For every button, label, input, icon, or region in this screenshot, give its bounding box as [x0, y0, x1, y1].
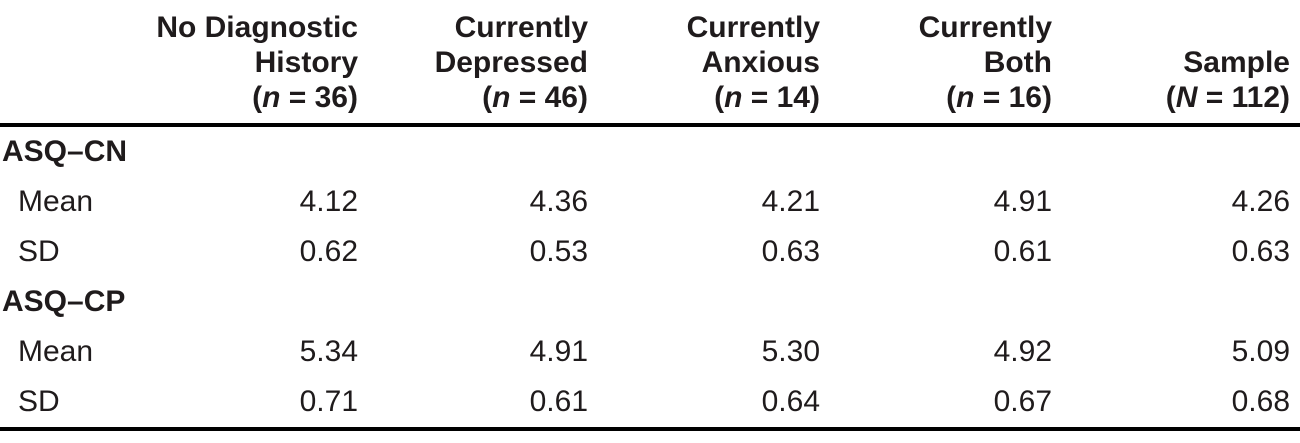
- stub-header: [0, 0, 120, 125]
- header-line: Currently: [918, 11, 1052, 44]
- column-header: Sample (N = 112): [1052, 0, 1300, 125]
- count-text: = 46): [510, 81, 588, 114]
- value-cell: 4.91: [993, 185, 1052, 218]
- value-cell: 0.61: [993, 235, 1052, 268]
- header-sample-size: (n = 46): [358, 80, 588, 115]
- header-sample-size: (n = 16): [820, 80, 1052, 115]
- column-header: Currently Both (n = 16): [820, 0, 1052, 125]
- value-cell: 0.67: [993, 385, 1052, 418]
- header-row: No Diagnostic History (n = 36) Currently Dep…: [0, 0, 1300, 125]
- header-line: Sample: [1183, 46, 1290, 79]
- count-text: (: [482, 81, 493, 114]
- section-label: ASQ–CP: [2, 285, 126, 318]
- row-label: SD: [18, 235, 60, 268]
- header-line: Depressed: [434, 46, 588, 79]
- value-cell: 4.36: [529, 185, 588, 218]
- count-text: = 14): [742, 81, 820, 114]
- data-row: Mean 4.12 4.36 4.21 4.91 4.26: [0, 177, 1300, 227]
- value-cell: 4.12: [299, 185, 358, 218]
- value-cell: 4.91: [529, 335, 588, 368]
- count-text: = 112): [1197, 81, 1290, 114]
- header-line: Anxious: [701, 46, 820, 79]
- header-sample-size: (N = 112): [1052, 80, 1290, 115]
- n-variable: n: [724, 81, 743, 114]
- count-text: (: [252, 81, 263, 114]
- n-variable: n: [492, 81, 511, 114]
- value-cell: 0.64: [761, 385, 820, 418]
- row-label: Mean: [18, 335, 94, 368]
- count-text: = 36): [280, 81, 358, 114]
- header-line: History: [254, 46, 358, 79]
- n-variable: N: [1175, 81, 1198, 114]
- value-cell: 0.62: [299, 235, 358, 268]
- value-cell: 0.63: [761, 235, 820, 268]
- n-variable: n: [262, 81, 281, 114]
- row-label: Mean: [18, 185, 94, 218]
- n-variable: n: [956, 81, 975, 114]
- header-line: Currently: [454, 11, 588, 44]
- header-line: Currently: [686, 11, 820, 44]
- column-header: No Diagnostic History (n = 36): [120, 0, 358, 125]
- table-body: ASQ–CN Mean 4.12 4.36 4.21 4.91 4.26 SD 0.62 0.53…: [0, 125, 1300, 429]
- count-text: (: [714, 81, 725, 114]
- count-text: = 16): [974, 81, 1052, 114]
- section-row: ASQ–CN: [0, 125, 1300, 177]
- row-label: SD: [18, 385, 60, 418]
- data-row: Mean 5.34 4.91 5.30 4.92 5.09: [0, 327, 1300, 377]
- column-header: Currently Depressed (n = 46): [358, 0, 588, 125]
- value-cell: 5.30: [761, 335, 820, 368]
- count-text: (: [946, 81, 957, 114]
- header-sample-size: (n = 14): [588, 80, 820, 115]
- header-sample-size: (n = 36): [120, 80, 358, 115]
- section-row: ASQ–CP: [0, 277, 1300, 327]
- value-cell: 0.61: [529, 385, 588, 418]
- section-label: ASQ–CN: [2, 135, 128, 168]
- stats-table: No Diagnostic History (n = 36) Currently Dep…: [0, 0, 1300, 431]
- value-cell: 0.68: [1231, 385, 1290, 418]
- value-cell: 5.09: [1231, 335, 1290, 368]
- table-header: No Diagnostic History (n = 36) Currently Dep…: [0, 0, 1300, 125]
- value-cell: 4.26: [1231, 185, 1290, 218]
- value-cell: 4.21: [761, 185, 820, 218]
- value-cell: 4.92: [993, 335, 1052, 368]
- value-cell: 0.63: [1231, 235, 1290, 268]
- data-row: SD 0.62 0.53 0.63 0.61 0.63: [0, 227, 1300, 277]
- header-line: Both: [983, 46, 1052, 79]
- data-row: SD 0.71 0.61 0.64 0.67 0.68: [0, 377, 1300, 429]
- column-header: Currently Anxious (n = 14): [588, 0, 820, 125]
- header-line: No Diagnostic: [156, 11, 358, 44]
- value-cell: 5.34: [299, 335, 358, 368]
- count-text: (: [1165, 81, 1176, 114]
- value-cell: 0.53: [529, 235, 588, 268]
- value-cell: 0.71: [299, 385, 358, 418]
